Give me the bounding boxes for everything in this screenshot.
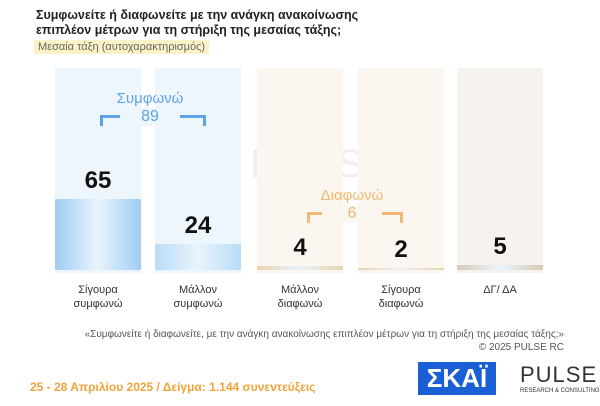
category-label: Σίγουρα διαφωνώ bbox=[378, 284, 424, 310]
value-label: 5 bbox=[493, 232, 507, 260]
value-label: 65 bbox=[84, 166, 112, 194]
group-label: Διαφωνώ bbox=[320, 187, 384, 204]
group-total: 6 bbox=[322, 205, 382, 223]
column-panel bbox=[155, 68, 241, 273]
bar bbox=[55, 198, 141, 270]
group-total: 89 bbox=[120, 108, 180, 126]
chart-subtitle: Μεσαία τάξη (αυτοχαρακτηρισμός) bbox=[34, 40, 210, 54]
value-label: 2 bbox=[394, 235, 408, 263]
column-panel bbox=[358, 68, 444, 273]
pulse-logo: PULSE bbox=[520, 362, 598, 387]
skai-logo: ΣΚΑΪ bbox=[418, 362, 496, 395]
category-label: Μάλλον διαφωνώ bbox=[277, 284, 323, 310]
fieldwork: 25 - 28 Απριλίου 2025 / Δείγμα: 1.144 συ… bbox=[30, 380, 316, 394]
category-label: Μάλλον συμφωνώ bbox=[173, 284, 223, 310]
chart-title: Συμφωνείτε ή διαφωνείτε με την ανάγκη αν… bbox=[36, 8, 359, 37]
bar bbox=[457, 264, 543, 270]
category-label: ΔΓ/ ΔΑ bbox=[483, 284, 517, 296]
bar bbox=[358, 267, 444, 270]
copyright: © 2025 PULSE RC bbox=[478, 342, 564, 353]
bar bbox=[257, 265, 343, 270]
category-label: Σίγουρα συμφωνώ bbox=[73, 284, 123, 310]
pulse-logo-sub: RESEARCH & CONSULTING bbox=[520, 388, 600, 394]
column-panel bbox=[457, 68, 543, 273]
column-panel bbox=[257, 68, 343, 273]
value-label: 24 bbox=[184, 211, 212, 239]
group-label: Συμφωνώ bbox=[116, 90, 184, 107]
footnote: «Συμφωνείτε ή διαφωνείτε, με την ανάγκη … bbox=[84, 329, 564, 340]
bar bbox=[155, 243, 241, 270]
value-label: 4 bbox=[293, 233, 307, 261]
